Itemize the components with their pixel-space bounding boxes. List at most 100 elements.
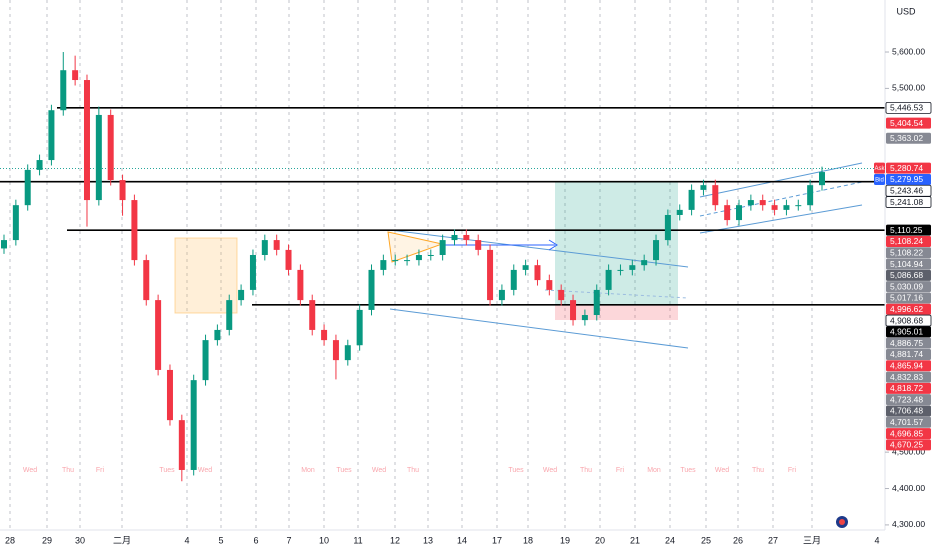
- session-label: Thu: [62, 467, 74, 474]
- candle-body: [60, 70, 67, 111]
- y-tick-label: 5,500.00: [892, 83, 925, 93]
- flag-icon: [839, 519, 845, 525]
- price-tag: [886, 337, 931, 349]
- price-tag: [885, 196, 932, 208]
- price-tag: [886, 303, 931, 315]
- price-tag: [886, 281, 931, 293]
- session-label: Fri: [96, 467, 105, 474]
- candle-body: [641, 260, 648, 266]
- currency: USD: [896, 6, 916, 16]
- candle-body: [439, 240, 446, 255]
- candle-body: [202, 340, 209, 381]
- x-tick-label: 27: [768, 535, 778, 545]
- candle-body: [475, 240, 482, 250]
- candle-body: [48, 110, 55, 161]
- candle-body: [1, 240, 7, 249]
- candle-body: [617, 269, 624, 271]
- y-tick-label: 4,500.00: [892, 446, 925, 456]
- candle-body: [249, 254, 256, 290]
- candle-body: [570, 300, 577, 321]
- x-tick-label: 14: [457, 535, 467, 545]
- price-tag-label: 4,706.48: [890, 406, 923, 416]
- candle-body: [273, 240, 280, 250]
- price-tag: [886, 382, 931, 394]
- price-tag: [886, 360, 931, 372]
- price-tag-label: 5,104.94: [890, 259, 923, 269]
- price-tag: [885, 101, 932, 114]
- candle-body: [510, 269, 517, 290]
- candle-body: [297, 269, 304, 301]
- candle-body: [688, 189, 695, 210]
- price-tag-label: 4,996.62: [890, 304, 923, 314]
- price-tag-label: 4,696.85: [890, 428, 923, 438]
- price-tag-label: 5,280.74: [890, 163, 923, 173]
- candle-body: [759, 200, 766, 206]
- candle-body: [131, 200, 138, 261]
- session-label: Thu: [407, 467, 419, 474]
- candle-body: [214, 329, 221, 341]
- candle-body: [463, 234, 470, 241]
- side-tag-label: Bid: [875, 178, 884, 184]
- price-tag-label: 5,404.54: [890, 118, 923, 128]
- session-label: Mon: [301, 467, 315, 474]
- price-tag-label: 4,865.94: [890, 361, 923, 371]
- candle-body: [226, 300, 233, 330]
- candle-body: [676, 209, 683, 215]
- price-tag-label: 4,881.74: [890, 349, 923, 359]
- candle-body: [380, 260, 387, 270]
- candle-body: [605, 269, 612, 290]
- candles: [1, 52, 825, 482]
- candle-body: [593, 289, 600, 316]
- candle-body: [581, 315, 588, 321]
- session-label: Wed: [23, 467, 37, 474]
- x-tick-label: 17: [492, 535, 502, 545]
- candle-body: [83, 80, 90, 201]
- side-tag: [874, 162, 885, 174]
- session-label: Fri: [788, 467, 797, 474]
- x-tick-label: 10: [319, 535, 329, 545]
- x-tick-label: 4: [184, 535, 189, 545]
- x-tick-label: 三月: [803, 535, 821, 545]
- candle-body: [487, 249, 494, 301]
- price-tag: [886, 326, 931, 338]
- price-tag: [886, 247, 931, 259]
- price-tag-label: 4,908.68: [890, 315, 923, 325]
- price-tag: [886, 371, 931, 383]
- candle-body: [629, 265, 636, 270]
- candle-body: [238, 289, 245, 301]
- candle-body: [653, 240, 660, 261]
- target-zone: [555, 182, 678, 304]
- price-tag-label: 4,832.83: [890, 372, 923, 382]
- candle-body: [24, 169, 31, 206]
- x-tick-label: 5: [218, 535, 223, 545]
- candle-body: [392, 260, 399, 262]
- x-tick-label: 29: [42, 535, 52, 545]
- x-tick-label: 7: [286, 535, 291, 545]
- x-tick-label: 25: [701, 535, 711, 545]
- candle-body: [356, 309, 363, 346]
- price-tag: [886, 416, 931, 428]
- candle-body: [309, 300, 316, 330]
- candle-body: [415, 254, 422, 261]
- candle-body: [819, 172, 825, 186]
- y-tick-label: 4,400.00: [892, 483, 925, 493]
- x-tick-label: 4: [874, 535, 879, 545]
- candle-body: [404, 260, 411, 262]
- triangle: [387, 231, 444, 263]
- x-tick-label: 20: [595, 535, 605, 545]
- axes: 28 29 30 二月 4 5 6 7 10 11 12 13 14 17 18 19 20 21 24 25 26 27…: [5, 46, 932, 545]
- x-tick-label: 30: [75, 535, 85, 545]
- candle-body: [72, 70, 79, 81]
- candle-body: [12, 205, 19, 241]
- candle-body: [155, 300, 162, 370]
- price-tag: [886, 405, 931, 417]
- session-label: Tues: [336, 467, 352, 474]
- candle-body: [261, 240, 268, 255]
- x-tick-label: 6: [253, 535, 258, 545]
- price-tag: [886, 235, 931, 247]
- price-tag-label: 5,030.09: [890, 281, 923, 291]
- candle-body: [736, 205, 743, 221]
- candle-body: [427, 254, 434, 256]
